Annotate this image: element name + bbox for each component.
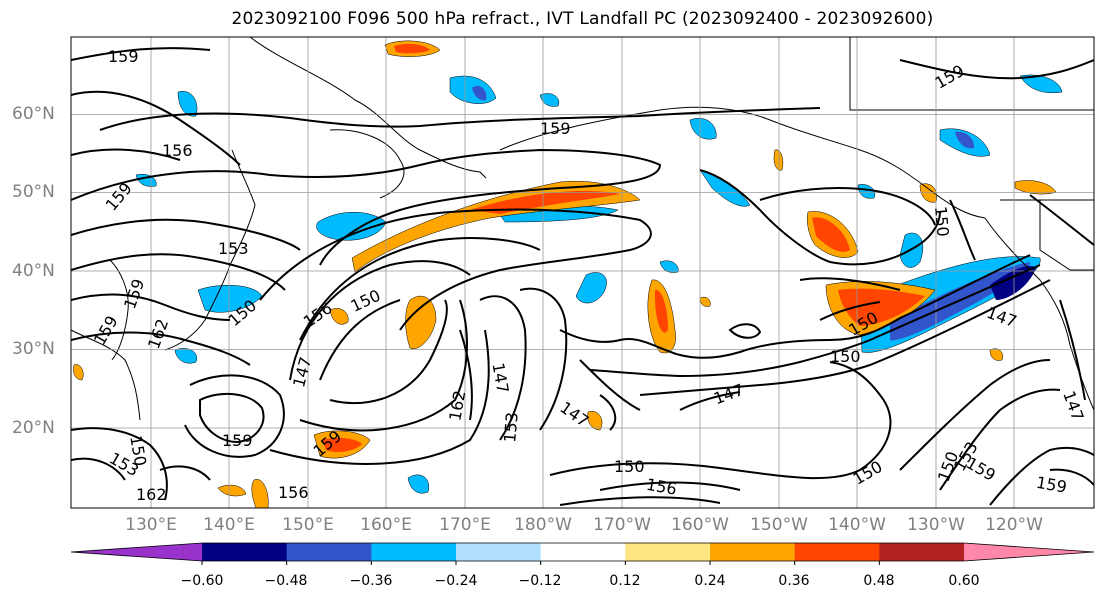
contour-label: 159	[108, 47, 139, 66]
contour-label: 150	[614, 457, 645, 476]
colorbar-segment	[371, 543, 457, 561]
map-frame	[70, 36, 1095, 509]
lon-label: 180°W	[514, 515, 572, 535]
lat-label-30n: 30°N	[12, 339, 55, 359]
contour-label: 159	[222, 431, 253, 450]
lat-label-50n: 50°N	[12, 182, 55, 202]
lon-label: 130°W	[907, 515, 965, 535]
lat-label-20n: 20°N	[12, 418, 55, 438]
colorbar	[70, 542, 1095, 565]
colorbar-segment	[540, 543, 626, 561]
lon-label: 150°W	[750, 515, 808, 535]
colorbar-tick-label: −0.60	[180, 573, 224, 589]
colorbar-segment	[202, 543, 288, 561]
lon-label: 140°W	[828, 515, 886, 535]
colorbar-segment	[456, 543, 542, 561]
height-contours	[71, 47, 1094, 506]
contour-label: 162	[136, 485, 167, 504]
contour-label: 156	[162, 141, 193, 160]
contour-label: 156	[278, 483, 309, 502]
colorbar-tick-label: −0.24	[434, 573, 478, 589]
lon-label: 160°E	[360, 515, 412, 535]
colorbar-tick-label: 0.24	[694, 573, 726, 589]
colorbar-tick-label: 0.12	[609, 573, 641, 589]
colorbar-segment	[625, 543, 711, 561]
lon-label: 130°E	[125, 515, 177, 535]
lon-label: 150°E	[282, 515, 334, 535]
colorbar-tick-label: −0.36	[349, 573, 393, 589]
map-title: 2023092100 F096 500 hPa refract., IVT La…	[231, 9, 934, 29]
contour-label: 150	[931, 205, 953, 237]
positive-anomaly-shading	[73, 40, 1057, 508]
lon-label: 170°W	[593, 515, 651, 535]
contour-label: 153	[218, 239, 249, 258]
lon-label: 170°E	[439, 515, 491, 535]
colorbar-segment	[964, 543, 1094, 561]
lon-label: 140°E	[203, 515, 255, 535]
colorbar-segment	[710, 543, 796, 561]
colorbar-tick-label: −0.48	[264, 573, 308, 589]
contour-label: 150	[830, 347, 861, 366]
colorbar-tick-label: 0.60	[948, 573, 980, 589]
lon-label: 120°W	[985, 515, 1043, 535]
colorbar-segment	[794, 543, 880, 561]
lon-label: 160°W	[671, 515, 729, 535]
colorbar-tick-label: −0.12	[518, 573, 562, 589]
colorbar-tick-label: 0.36	[778, 573, 810, 589]
colorbar-segment	[286, 543, 372, 561]
colorbar-segment	[879, 543, 965, 561]
contour-labels: 159 156 159 153 150 147 150 147 162 159 …	[90, 47, 1088, 504]
map-area: 159 156 159 153 150 147 150 147 162 159 …	[71, 37, 1094, 508]
lat-label-60n: 60°N	[12, 104, 55, 124]
contour-label: 159	[540, 119, 571, 138]
contour-label: 153	[500, 411, 522, 443]
colorbar-segment	[71, 543, 202, 561]
colorbar-tick-label: 0.48	[863, 573, 895, 589]
lat-label-40n: 40°N	[12, 261, 55, 281]
